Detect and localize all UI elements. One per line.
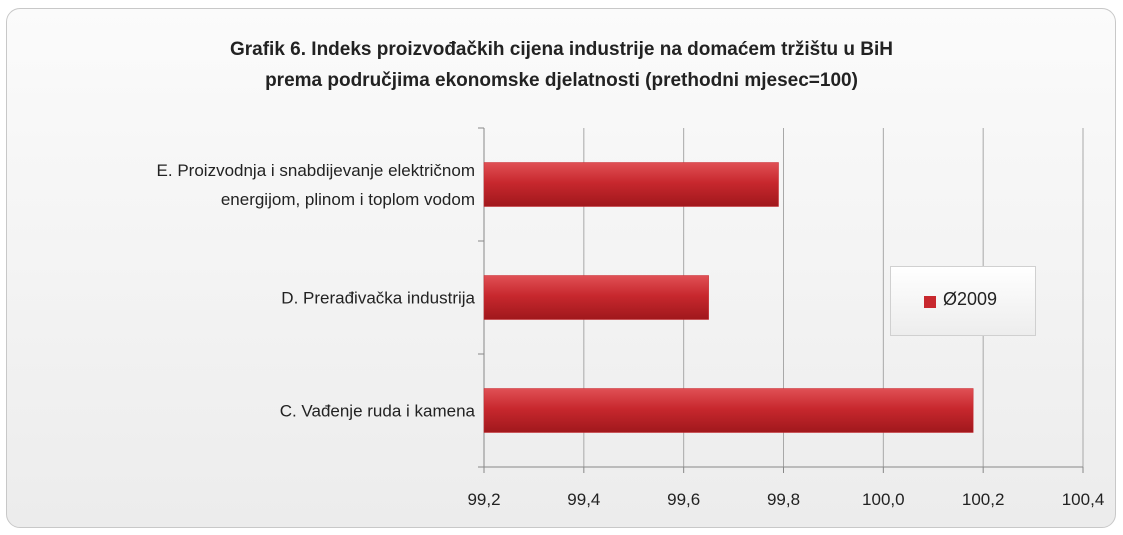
y-tick-label: D. Prerađivačka industrija — [281, 288, 475, 307]
x-tick-label: 100,2 — [961, 490, 1005, 509]
x-tick-label: 99,6 — [667, 490, 701, 509]
y-tick-label: E. Proizvodnja i snabdijevanje električn… — [156, 160, 475, 209]
bar — [483, 162, 779, 207]
x-tick-label: 100,4 — [1061, 490, 1105, 509]
legend: Ø2009 — [890, 266, 1036, 336]
x-tick-label: 99,8 — [766, 490, 801, 509]
x-tick-label: 99,2 — [467, 490, 501, 509]
legend-label: Ø2009 — [943, 289, 998, 309]
x-tick-label: 99,4 — [567, 490, 601, 509]
x-tick-label: 100,0 — [862, 490, 905, 509]
bar — [483, 275, 709, 320]
legend-swatch — [924, 296, 936, 308]
chart-title: Grafik 6. Indeks proizvođačkih cijena in… — [229, 39, 894, 91]
bar — [483, 388, 974, 433]
y-tick-label: C. Vađenje ruda i kamena — [279, 401, 475, 420]
